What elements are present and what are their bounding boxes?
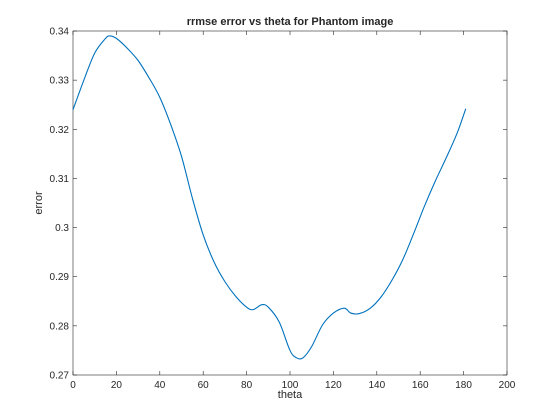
chart-title: rrmse error vs theta for Phantom image [187,16,394,28]
y-tick-label: 0.34 [50,27,70,38]
x-axis-ticks: 0 20 40 60 80 100 120 140 160 180 200 [70,31,516,391]
y-tick-label: 0.27 [50,371,70,382]
x-tick-label: 120 [325,380,342,391]
y-tick-label: 0.3 [55,223,69,234]
x-tick-label: 80 [241,380,253,391]
y-axis-ticks: 0.27 0.28 0.29 0.3 0.31 0.32 0.33 0.34 [50,27,507,382]
x-tick-label: 140 [368,380,385,391]
x-tick-label: 160 [412,380,429,391]
series-line [72,35,467,360]
x-tick-label: 20 [111,380,123,391]
y-tick-label: 0.31 [50,174,70,185]
y-tick-label: 0.29 [50,272,70,283]
x-axis-label: theta [278,389,303,401]
x-tick-label: 40 [154,380,166,391]
y-tick-label: 0.33 [50,76,70,87]
y-axis-label: error [33,191,45,215]
x-tick-label: 100 [282,380,299,391]
x-tick-label: 200 [499,380,516,391]
x-tick-label: 180 [455,380,472,391]
x-tick-label: 0 [70,380,76,391]
x-tick-label: 60 [198,380,210,391]
plot-area [72,30,508,376]
y-tick-label: 0.32 [50,125,70,136]
y-tick-label: 0.28 [50,321,70,332]
